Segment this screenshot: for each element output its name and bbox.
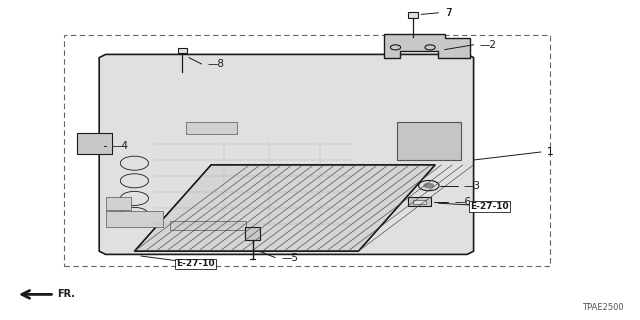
Text: —2: —2: [480, 40, 497, 50]
Bar: [64, 35, 550, 266]
Text: —6: —6: [454, 196, 472, 207]
Bar: [408, 12, 418, 18]
Polygon shape: [134, 165, 435, 251]
Bar: [178, 48, 187, 53]
Bar: [245, 227, 260, 240]
Text: E-27-10: E-27-10: [470, 202, 509, 211]
Polygon shape: [99, 54, 474, 254]
Bar: [413, 200, 426, 204]
Polygon shape: [397, 122, 461, 160]
Text: E-27-10: E-27-10: [176, 260, 214, 268]
Circle shape: [424, 183, 434, 188]
Text: —5: —5: [282, 252, 299, 263]
Bar: [408, 197, 431, 206]
Text: 7: 7: [445, 8, 451, 18]
Text: —4: —4: [112, 140, 129, 151]
Bar: [106, 211, 163, 227]
Text: TPAE2500: TPAE2500: [582, 303, 624, 312]
Bar: [170, 221, 246, 230]
Text: FR.: FR.: [58, 289, 76, 300]
Text: —3: —3: [464, 180, 481, 191]
Bar: [77, 133, 112, 154]
Bar: [186, 122, 237, 134]
Text: 7: 7: [445, 8, 451, 18]
Polygon shape: [384, 34, 470, 58]
Text: 1: 1: [547, 147, 554, 157]
Bar: [106, 197, 131, 210]
Text: 1: 1: [547, 147, 554, 157]
Text: —8: —8: [208, 59, 225, 69]
